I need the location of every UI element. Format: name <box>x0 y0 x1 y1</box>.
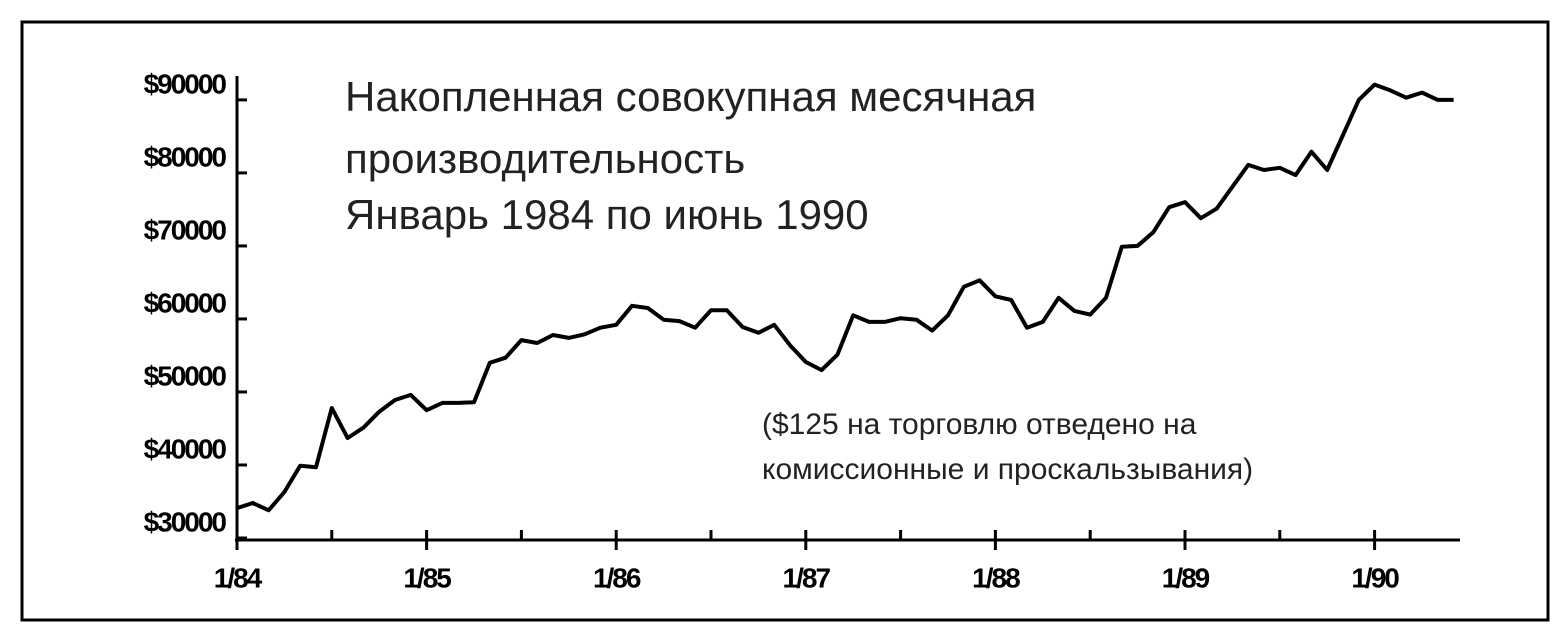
chart-title: Накопленная совокупная месячная <box>345 73 1036 120</box>
y-tick-label: $60000 <box>144 287 227 318</box>
x-tick-label: 1/88 <box>972 562 1020 593</box>
x-tick-label: 1/87 <box>783 562 831 593</box>
annotation: ($125 на торговлю отведено на <box>762 408 1197 441</box>
chart-title: производительность <box>345 135 745 182</box>
x-tick-label: 1/89 <box>1162 562 1210 593</box>
y-tick-label: $70000 <box>144 214 227 245</box>
y-tick-label: $50000 <box>144 360 227 391</box>
y-tick-label: $80000 <box>144 141 227 172</box>
x-tick-label: 1/90 <box>1351 562 1399 593</box>
data-line <box>236 82 1454 513</box>
x-tick-label: 1/86 <box>593 562 641 593</box>
x-tick-label: 1/84 <box>214 562 263 593</box>
y-tick-label: $90000 <box>144 68 227 99</box>
frame <box>20 20 1550 622</box>
annotation: комиссионные и проскальзывания) <box>762 453 1253 486</box>
x-tick-label: 1/85 <box>403 562 451 593</box>
chart-title: Январь 1984 по июнь 1990 <box>345 191 869 238</box>
y-tick-label: $40000 <box>144 433 227 464</box>
y-tick-label: $30000 <box>144 506 227 537</box>
